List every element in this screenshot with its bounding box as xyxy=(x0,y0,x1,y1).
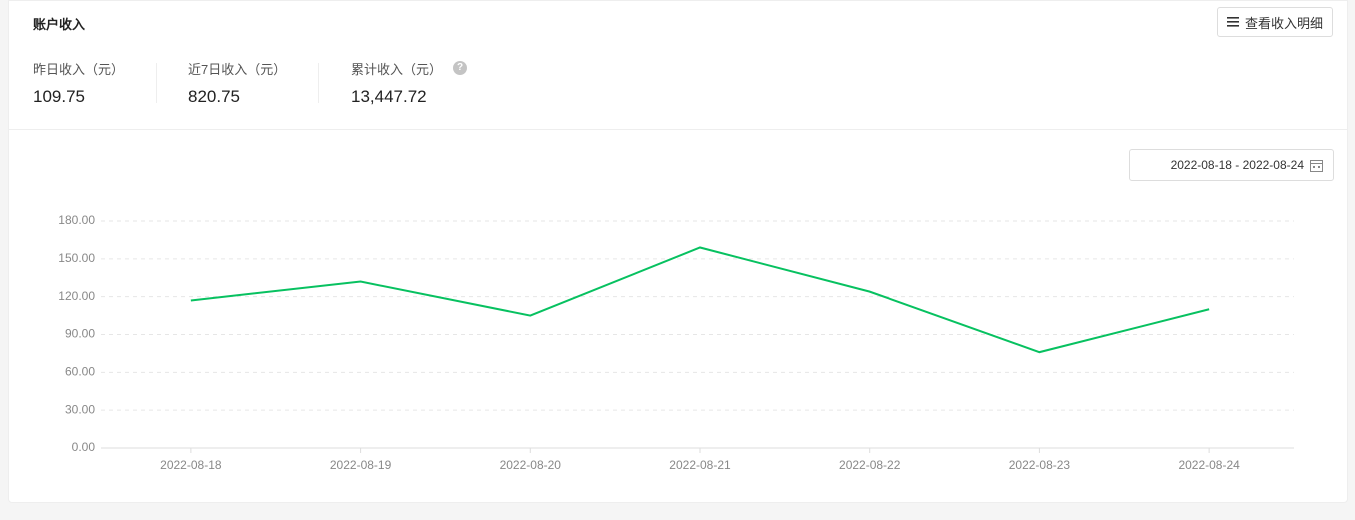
stat-value: 13,447.72 xyxy=(351,87,427,106)
stat-value: 109.75 xyxy=(33,87,85,106)
y-tick-label: 120.00 xyxy=(58,289,95,303)
x-tick-label: 2022-08-23 xyxy=(1009,458,1071,472)
x-tick-label: 2022-08-21 xyxy=(669,458,731,472)
stat: 昨日收入（元） 109.75 xyxy=(33,59,124,107)
x-tick-label: 2022-08-20 xyxy=(500,458,562,472)
stat-label: 昨日收入（元） xyxy=(33,62,125,77)
income-card: 账户收入 查看收入明细 昨日收入（元） 109.75 近7日收入（元） 820.75… xyxy=(8,0,1348,503)
y-tick-label: 30.00 xyxy=(65,402,95,416)
y-tick-label: 60.00 xyxy=(65,365,95,379)
stat-value: 820.75 xyxy=(188,87,240,106)
line xyxy=(190,246,1210,354)
x-tick-label: 2022-08-18 xyxy=(160,458,222,472)
detail-button-label: 查看收入明细 xyxy=(1244,15,1323,31)
x-tick-label: 2022-08-24 xyxy=(1178,458,1240,472)
y-tick-label: 90.00 xyxy=(65,327,95,341)
y-tick-label: 0.00 xyxy=(72,440,96,454)
y-tick-label: 180.00 xyxy=(58,213,95,227)
stat: 累计收入（元） 13,447.72 xyxy=(351,59,442,107)
chart: 0.00 30.00 60.00 90.00 120.00 150.00 180.00 202… xyxy=(58,213,1294,472)
section-divider xyxy=(9,129,1347,130)
x-tick-label: 2022-08-22 xyxy=(839,458,901,472)
card-title: 账户收入 xyxy=(33,17,86,32)
date-range-picker[interactable]: 2022-08-18 - 2022-08-24 xyxy=(1129,149,1334,181)
y-tick-label: 150.00 xyxy=(58,251,95,265)
stat: 近7日收入（元） 820.75 xyxy=(188,59,286,107)
divider xyxy=(318,63,319,103)
detail-button[interactable]: 查看收入明细 xyxy=(1217,7,1333,37)
menu-icon xyxy=(1226,17,1239,27)
x-tick-label: 2022-08-19 xyxy=(330,458,392,472)
stat-label: 累计收入（元） xyxy=(351,62,443,77)
date-range-text: 2022-08-18 - 2022-08-24 xyxy=(1170,158,1304,172)
calendar-icon xyxy=(1310,159,1323,172)
help-icon[interactable]: ? xyxy=(453,61,467,75)
stat-label: 近7日收入（元） xyxy=(188,62,287,77)
divider xyxy=(156,63,157,103)
